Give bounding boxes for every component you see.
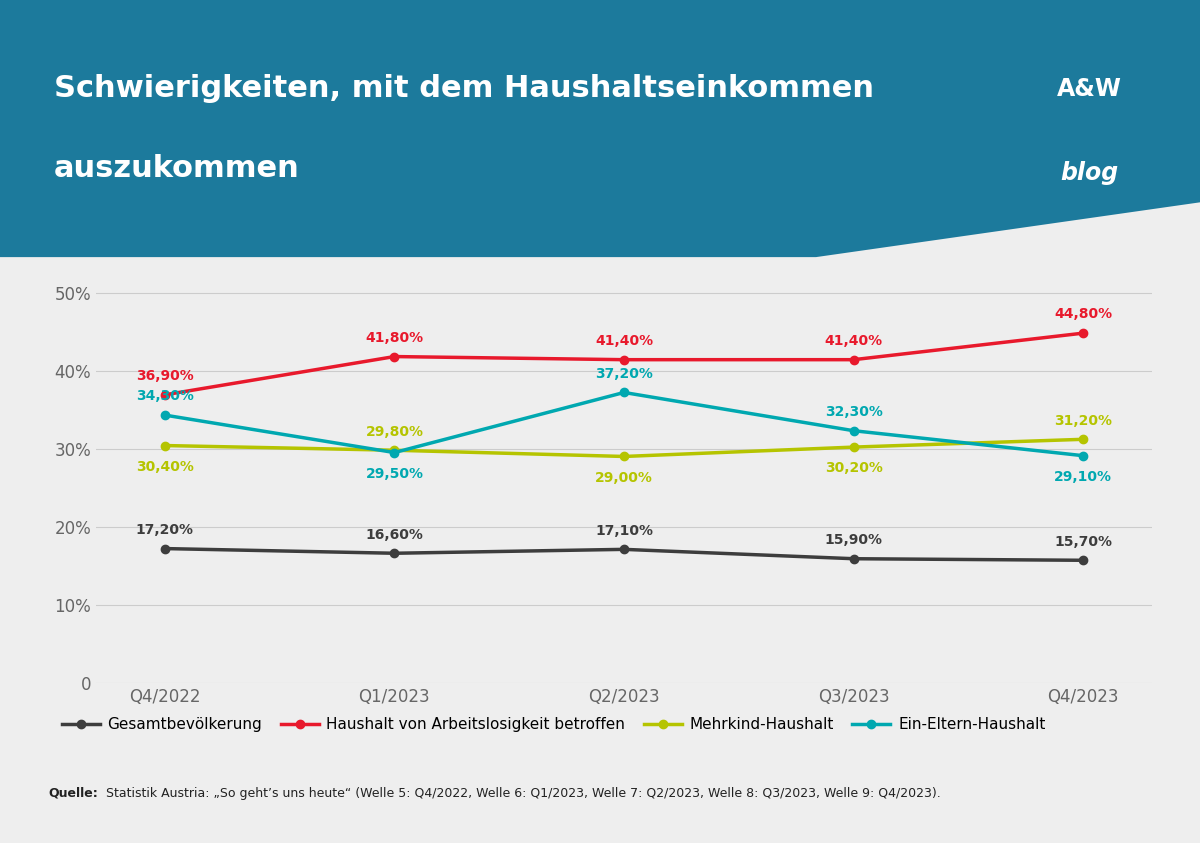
- Text: Statistik Austria: „So geht’s uns heute“ (Welle 5: Q4/2022, Welle 6: Q1/2023, We: Statistik Austria: „So geht’s uns heute“…: [106, 787, 941, 800]
- Text: 41,40%: 41,40%: [595, 334, 653, 348]
- Text: 32,30%: 32,30%: [824, 405, 882, 419]
- Text: 36,90%: 36,90%: [136, 369, 193, 383]
- Text: 31,20%: 31,20%: [1054, 414, 1112, 427]
- Text: Quelle:: Quelle:: [48, 787, 97, 800]
- Text: 29,10%: 29,10%: [1054, 470, 1112, 484]
- Text: 29,50%: 29,50%: [366, 467, 424, 481]
- Text: 30,40%: 30,40%: [136, 459, 194, 474]
- Text: 41,40%: 41,40%: [824, 334, 883, 348]
- Text: auszukommen: auszukommen: [54, 154, 300, 183]
- Text: 37,20%: 37,20%: [595, 367, 653, 381]
- Text: 30,20%: 30,20%: [824, 461, 882, 475]
- Text: blog: blog: [1060, 161, 1118, 185]
- Text: 44,80%: 44,80%: [1054, 308, 1112, 321]
- Text: 34,30%: 34,30%: [136, 389, 194, 404]
- Text: A&W: A&W: [1056, 77, 1122, 100]
- Text: 29,00%: 29,00%: [595, 470, 653, 485]
- Text: 17,10%: 17,10%: [595, 524, 653, 538]
- Text: 16,60%: 16,60%: [366, 528, 424, 541]
- Polygon shape: [0, 0, 1200, 257]
- Text: 15,90%: 15,90%: [824, 533, 882, 547]
- Text: Schwierigkeiten, mit dem Haushaltseinkommen: Schwierigkeiten, mit dem Haushaltseinkom…: [54, 74, 874, 103]
- Text: 41,80%: 41,80%: [365, 330, 424, 345]
- Text: 29,80%: 29,80%: [366, 425, 424, 438]
- Text: 15,70%: 15,70%: [1054, 534, 1112, 549]
- Legend: Gesamtbevölkerung, Haushalt von Arbeitslosigkeit betroffen, Mehrkind-Haushalt, E: Gesamtbevölkerung, Haushalt von Arbeitsl…: [55, 711, 1051, 738]
- Text: 17,20%: 17,20%: [136, 523, 194, 537]
